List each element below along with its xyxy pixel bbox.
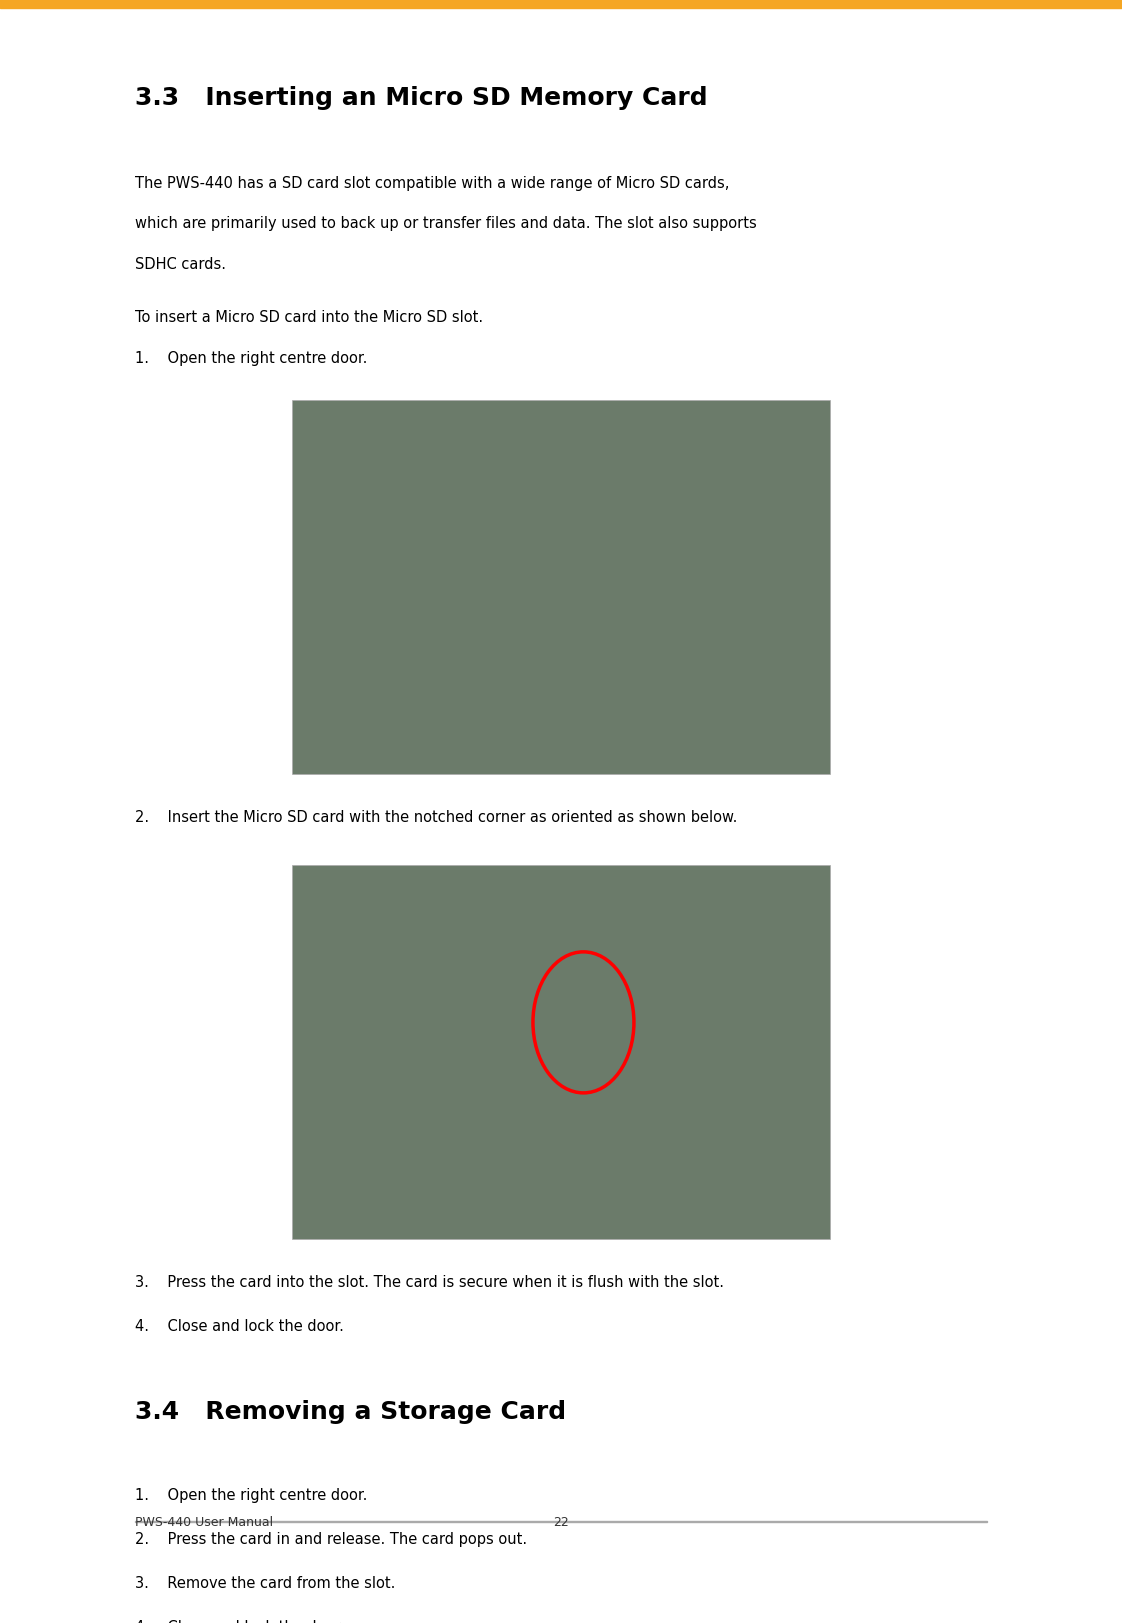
Text: 3.    Remove the card from the slot.: 3. Remove the card from the slot. [135,1574,395,1591]
Text: 4.    Close and lock the door.: 4. Close and lock the door. [135,1618,343,1623]
Text: 3.4   Removing a Storage Card: 3.4 Removing a Storage Card [135,1399,565,1423]
Text: 2.    Insert the Micro SD card with the notched corner as oriented as shown belo: 2. Insert the Micro SD card with the not… [135,810,737,824]
Bar [0,0,1122,10]
Text: 3.    Press the card into the slot. The card is secure when it is flush with the: 3. Press the card into the slot. The car… [135,1274,724,1289]
Text: 22: 22 [553,1516,569,1529]
Text: 1.    Open the right centre door.: 1. Open the right centre door. [135,351,367,365]
Bar [292,865,830,1240]
Text: The PWS-440 has a SD card slot compatible with a wide range of Micro SD cards,: The PWS-440 has a SD card slot compatibl… [135,175,729,190]
Text: To insert a Micro SD card into the Micro SD slot.: To insert a Micro SD card into the Micro… [135,310,482,325]
Text: 3.3   Inserting an Micro SD Memory Card: 3.3 Inserting an Micro SD Memory Card [135,86,707,110]
Text: SDHC cards.: SDHC cards. [135,256,226,271]
Text: which are primarily used to back up or transfer files and data. The slot also su: which are primarily used to back up or t… [135,216,756,230]
Text: PWS-440 User Manual: PWS-440 User Manual [135,1516,273,1529]
Bar [292,401,830,774]
Text: 4.    Close and lock the door.: 4. Close and lock the door. [135,1318,343,1332]
Text: 2.    Press the card in and release. The card pops out.: 2. Press the card in and release. The ca… [135,1530,526,1547]
Text: 1.    Open the right centre door.: 1. Open the right centre door. [135,1487,367,1501]
